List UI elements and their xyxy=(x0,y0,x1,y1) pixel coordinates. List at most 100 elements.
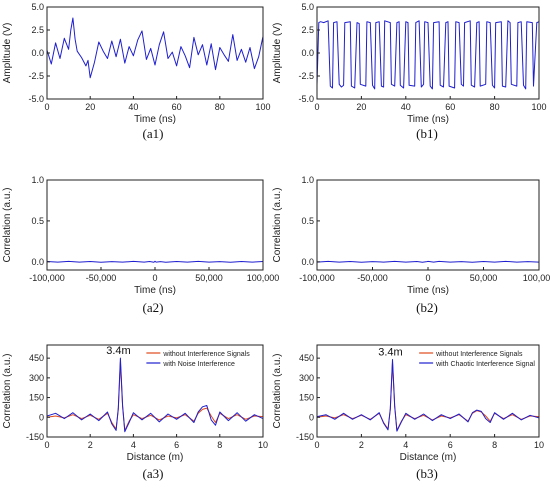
y-tick-label-a3: 0 xyxy=(39,412,44,422)
x-axis-label-b3: Distance (m) xyxy=(400,452,457,463)
x-axis-label-a2: Time (ns) xyxy=(134,285,176,296)
x-tick-label-b1: 20 xyxy=(356,102,366,112)
x-tick-label-a3: 6 xyxy=(174,440,179,450)
series-line-b3-1 xyxy=(317,359,539,432)
y-tick-label-b3: 0 xyxy=(309,412,314,422)
panel-label-b2: (b2) xyxy=(416,300,438,315)
chart-b2: -100,000 -50,000 0 50,000 100,000 0.0 0.5 1.0 Ti… xyxy=(272,175,550,315)
y-axis-label-a1: Amplitude (V) xyxy=(2,23,13,84)
x-tick-label-a2: -100,000 xyxy=(29,273,65,283)
y-tick-label-a2: 0.0 xyxy=(31,257,44,267)
x-tick-label-b3: 2 xyxy=(359,440,364,450)
x-tick-label-b2: 0 xyxy=(425,273,430,283)
x-tick-label-b1: 40 xyxy=(401,102,411,112)
plot-frame-a1 xyxy=(46,6,264,100)
y-tick-label-b3: -150 xyxy=(296,432,314,442)
x-tick-label-a2: 0 xyxy=(152,273,157,283)
x-tick-label-a3: 0 xyxy=(44,440,49,450)
y-tick-label-b1: 2.5 xyxy=(301,25,314,35)
y-axis-label-b2: Correlation (a.u.) xyxy=(272,187,283,262)
legend-entry-b3-1: with Chaotic Interference Signal xyxy=(435,361,535,368)
series-line-b2-0 xyxy=(317,260,539,263)
y-axis-label-b1: Amplitude (V) xyxy=(272,23,283,84)
x-tick-label-b3: 4 xyxy=(403,440,408,450)
y-axis-label-b3: Correlation (a.u.) xyxy=(272,353,283,428)
panel-label-b3: (b3) xyxy=(416,466,438,481)
chart-a1: 0 20 40 60 80 100 -5.0 -2.5 0.0 2.5 5.0 Time (ns) Am… xyxy=(2,2,271,141)
y-tick-label-a3: -150 xyxy=(26,432,44,442)
series-line-a3-1 xyxy=(47,357,263,433)
x-tick-label-a2: -50,000 xyxy=(86,273,117,283)
y-tick-label-b3: 450 xyxy=(299,353,314,363)
y-tick-label-b3: 150 xyxy=(299,393,314,403)
x-tick-label-a3: 2 xyxy=(88,440,93,450)
x-tick-label-a2: 100,000 xyxy=(247,273,280,283)
x-tick-label-b2: 50,000 xyxy=(470,273,498,283)
y-tick-label-b1: 0.0 xyxy=(301,48,314,58)
x-tick-label-b1: 100 xyxy=(531,102,546,112)
x-tick-label-b1: 60 xyxy=(445,102,455,112)
x-tick-label-b2: 100,000 xyxy=(523,273,550,283)
y-tick-label-a1: 0.0 xyxy=(31,48,44,58)
x-tick-label-a1: 60 xyxy=(172,102,182,112)
x-tick-label-b3: 8 xyxy=(492,440,497,450)
series-line-b1-0 xyxy=(317,20,539,90)
x-tick-label-a2: 50,000 xyxy=(195,273,223,283)
legend-entry-a3-0: without Interference Signals xyxy=(162,351,250,358)
series-line-a3-0 xyxy=(47,361,263,431)
y-tick-label-b2: 1.0 xyxy=(301,175,314,185)
y-tick-label-b3: 300 xyxy=(299,373,314,383)
panel-label-b1: (b1) xyxy=(416,126,438,141)
y-tick-label-a3: 150 xyxy=(29,393,44,403)
x-tick-label-a3: 10 xyxy=(258,440,268,450)
y-tick-label-a1: 2.5 xyxy=(31,25,44,35)
panel-label-a3: (a3) xyxy=(143,466,164,481)
plot-frame-b2 xyxy=(316,179,540,271)
y-tick-label-a1: -2.5 xyxy=(28,71,44,81)
x-tick-label-b1: 0 xyxy=(314,102,319,112)
y-tick-label-a2: 1.0 xyxy=(31,175,44,185)
plot-frame-a3 xyxy=(46,344,264,438)
peak-annotation-b3: 3.4m xyxy=(378,346,402,358)
y-tick-label-b1: 5.0 xyxy=(301,2,314,12)
peak-annotation-a3: 3.4m xyxy=(106,345,130,357)
chart-b1: 0 20 40 60 80 100 -5.0 -2.5 0.0 2.5 5.0 Time (ns) Am… xyxy=(272,2,547,141)
x-tick-label-a3: 4 xyxy=(131,440,136,450)
y-tick-label-a1: -5.0 xyxy=(28,94,44,104)
x-tick-label-a1: 20 xyxy=(85,102,95,112)
series-line-a2-0 xyxy=(47,260,263,263)
x-tick-label-b3: 6 xyxy=(448,440,453,450)
series-line-a1-0 xyxy=(47,17,263,79)
series-line-b3-0 xyxy=(317,361,539,431)
x-tick-label-a3: 8 xyxy=(217,440,222,450)
x-axis-label-b2: Time (ns) xyxy=(407,285,449,296)
x-axis-label-a3: Distance (m) xyxy=(127,452,184,463)
y-tick-label-a2: 0.5 xyxy=(31,216,44,226)
plot-frame-a2 xyxy=(46,179,264,271)
x-tick-label-a1: 0 xyxy=(44,102,49,112)
panel-label-a1: (a1) xyxy=(143,126,164,141)
y-tick-label-b1: -2.5 xyxy=(298,71,314,81)
x-tick-label-b2: -50,000 xyxy=(357,273,388,283)
legend-entry-a3-1: with Noise Interference xyxy=(162,361,235,368)
y-tick-label-a1: 5.0 xyxy=(31,2,44,12)
x-tick-label-a1: 40 xyxy=(128,102,138,112)
x-tick-label-a1: 80 xyxy=(215,102,225,112)
plot-frame-b3 xyxy=(316,344,540,438)
y-tick-label-b1: -5.0 xyxy=(298,94,314,104)
x-axis-label-b1: Time (ns) xyxy=(407,114,449,125)
x-tick-label-b2: -100,000 xyxy=(299,273,335,283)
x-tick-label-a1: 100 xyxy=(255,102,270,112)
x-tick-label-b1: 80 xyxy=(490,102,500,112)
legend-entry-b3-0: without Interference Signals xyxy=(435,351,523,358)
y-tick-label-a3: 300 xyxy=(29,373,44,383)
y-tick-label-b2: 0.0 xyxy=(301,257,314,267)
chart-a2: -100,000 -50,000 0 50,000 100,000 0.0 0.5 1.0 Ti… xyxy=(2,175,279,315)
x-tick-label-b3: 0 xyxy=(314,440,319,450)
y-tick-label-b2: 0.5 xyxy=(301,216,314,226)
y-axis-label-a2: Correlation (a.u.) xyxy=(2,187,13,262)
y-axis-label-a3: Correlation (a.u.) xyxy=(2,353,13,428)
